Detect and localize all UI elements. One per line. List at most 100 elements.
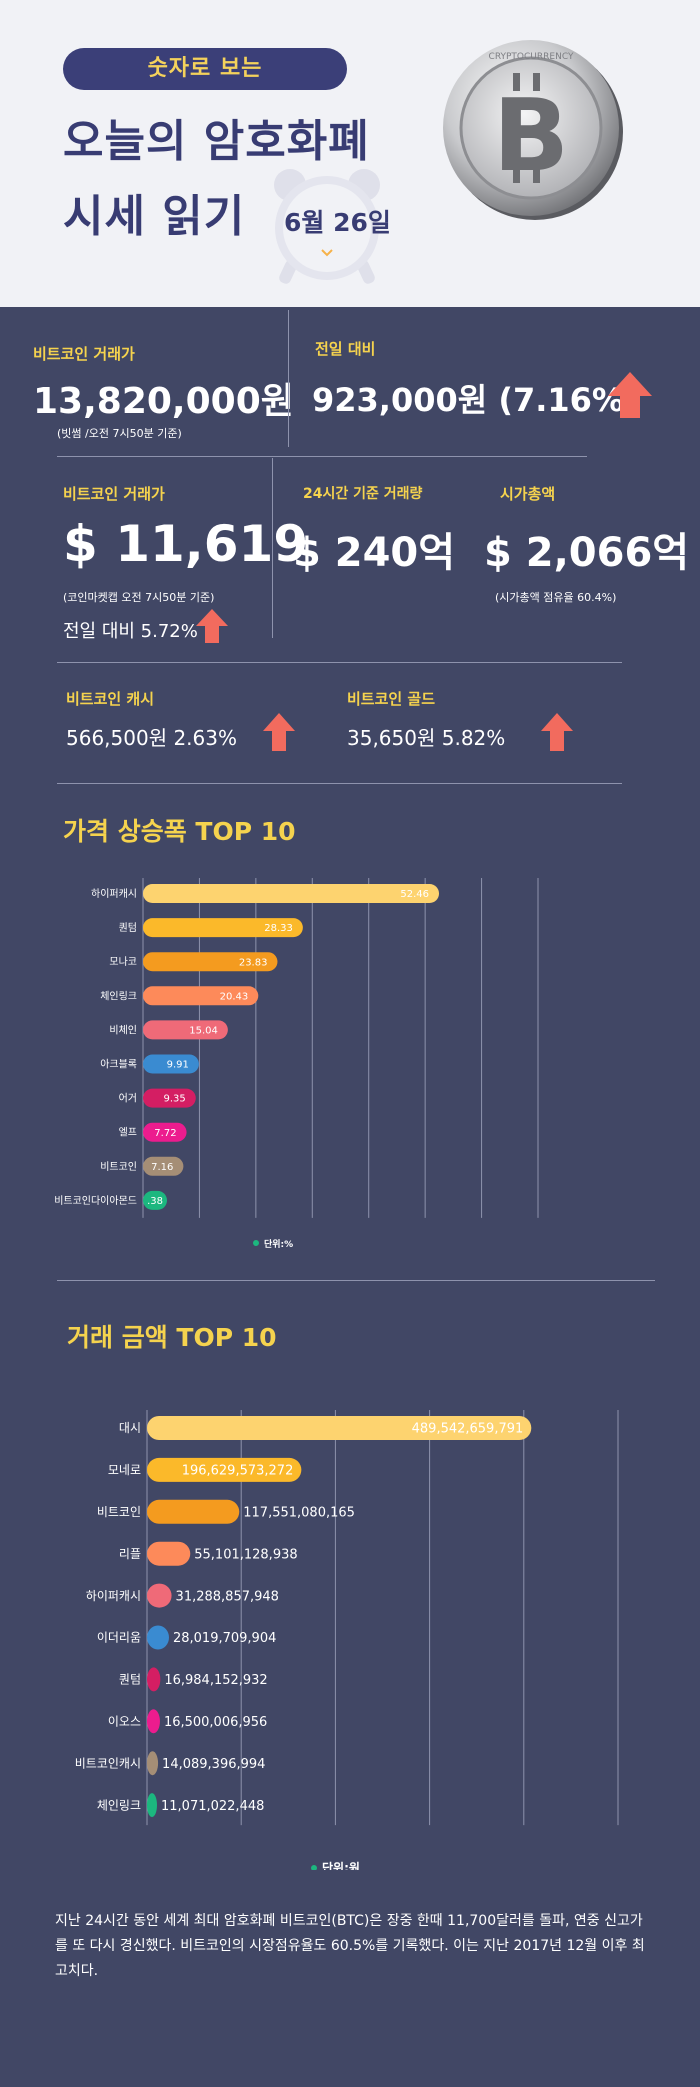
mcap-value: $ 2,066억 (484, 530, 690, 576)
prev-day-value: 923,000원 (7.16%) (312, 381, 639, 419)
legend-marker (253, 1240, 259, 1246)
btc-usd-note: (코인마켓캡 오전 7시50분 기준) (63, 591, 215, 604)
bch-value: 566,500원 2.63% (66, 726, 237, 750)
value-label: 31,288,857,948 (176, 1589, 279, 1604)
chart1-title: 가격 상승폭 TOP 10 (63, 817, 296, 846)
category-label: 이오스 (108, 1715, 141, 1729)
bar (147, 1667, 161, 1692)
category-label: 어거 (119, 1093, 137, 1105)
trade-volume-chart: 대시 489,542,659,791 모네로 196,629,573,272 비트코인 1… (75, 1410, 619, 1870)
category-label: 체인링크 (100, 990, 137, 1002)
category-label: 모나코 (109, 956, 137, 968)
divider (272, 458, 273, 638)
bar (147, 1541, 191, 1566)
value-label: 489,542,659,791 (412, 1422, 524, 1437)
value-label: 28,019,709,904 (173, 1631, 276, 1646)
category-label: 체인링크 (97, 1798, 141, 1812)
date-label: 6월 26일 (284, 208, 391, 237)
header-pill: 숫자로 보는 (63, 48, 347, 90)
category-label: 비트코인다이아몬드 (54, 1195, 137, 1207)
value-label: 23.83 (239, 957, 268, 968)
svg-text:B: B (493, 77, 569, 194)
bar (143, 884, 440, 903)
up-arrow-icon (608, 372, 652, 418)
chart2-title: 거래 금액 TOP 10 (67, 1323, 277, 1352)
value-label: 9.35 (163, 1094, 185, 1105)
bar (147, 1709, 160, 1734)
legend-marker (311, 1865, 317, 1870)
value-label: .38 (147, 1196, 163, 1207)
value-label: 14,089,396,994 (162, 1757, 265, 1772)
title-line-1: 오늘의 암호화폐 (63, 116, 370, 167)
category-label: 이더리움 (97, 1631, 141, 1645)
value-label: 20.43 (220, 991, 249, 1002)
bar (143, 1156, 184, 1176)
category-label: 퀀텀 (119, 922, 137, 934)
bar (143, 1122, 187, 1142)
category-label: 비트코인 (100, 1161, 137, 1173)
up-arrow-icon (196, 609, 228, 643)
bch-label: 비트코인 캐시 (66, 690, 155, 708)
svg-text:CRYPTOCURRENCY: CRYPTOCURRENCY (489, 52, 574, 62)
category-label: 하이퍼캐시 (91, 887, 137, 900)
bar (143, 918, 303, 938)
category-label: 비트코인 (97, 1505, 141, 1519)
btc-usd-change: 전일 대비 5.72% (63, 621, 198, 642)
bar (143, 1054, 199, 1074)
bar (143, 1020, 228, 1040)
bar (147, 1793, 157, 1818)
category-label: 하이퍼캐시 (86, 1589, 141, 1603)
divider (57, 1280, 655, 1281)
header-banner: 숫자로 보는 오늘의 암호화폐 시세 읽기 6월 26일 (0, 0, 700, 307)
btg-label: 비트코인 골드 (347, 690, 436, 708)
title-line-2: 시세 읽기 (63, 191, 246, 242)
divider (288, 310, 289, 447)
mcap-label: 시가총액 (500, 485, 556, 503)
bar (147, 1457, 302, 1482)
prev-day-label: 전일 대비 (315, 340, 376, 358)
legend-label: 단위:원 (322, 1860, 360, 1870)
value-label: 11,071,022,448 (161, 1799, 264, 1814)
btg-value: 35,650원 5.82% (347, 726, 506, 750)
divider (57, 662, 622, 663)
mcap-note: (시가총액 점유율 60.4%) (495, 591, 617, 604)
category-label: 모네로 (108, 1463, 141, 1477)
bar (147, 1625, 169, 1650)
up-arrow-icon (541, 713, 573, 751)
btc-krw-note: (빗썸 /오전 7시50분 기준) (57, 427, 182, 440)
value-label: 55,101,128,938 (194, 1547, 297, 1562)
bar (147, 1751, 159, 1776)
bar (143, 1190, 167, 1210)
category-label: 대시 (119, 1421, 141, 1435)
value-label: 16,500,006,956 (164, 1715, 267, 1730)
value-label: 7.16 (151, 1162, 173, 1173)
divider (57, 783, 622, 784)
volume-value: $ 240억 (293, 530, 456, 576)
price-increase-chart: 하이퍼캐시 52.46 퀀텀 28.33 모나코 23.83 체인링크 20.43 비체인 15.… (54, 878, 539, 1250)
btc-usd-value: $ 11,619 (63, 515, 309, 573)
footer-paragraph: 지난 24시간 동안 세계 최대 암호화폐 비트코인(BTC)은 장중 한때 1… (55, 1913, 645, 1979)
value-label: 117,551,080,165 (243, 1505, 355, 1520)
category-label: 아크블록 (100, 1059, 137, 1071)
btc-krw-value: 13,820,000원 (33, 381, 294, 422)
value-label: 9.91 (167, 1060, 189, 1071)
value-label: 196,629,573,272 (182, 1464, 294, 1479)
value-label: 7.72 (154, 1128, 176, 1139)
bar (147, 1499, 240, 1524)
category-label: 비체인 (109, 1024, 137, 1036)
bitcoin-coin-icon: B CRYPTOCURRENCY (443, 40, 623, 220)
bar (147, 1416, 532, 1440)
value-label: 52.46 (400, 889, 429, 900)
value-label: 28.33 (264, 923, 293, 934)
category-label: 퀀텀 (119, 1673, 141, 1687)
category-label: 엘프 (119, 1126, 137, 1139)
legend-label: 단위:% (264, 1238, 293, 1250)
category-label: 비트코인캐시 (75, 1756, 141, 1770)
btc-usd-label: 비트코인 거래가 (63, 485, 165, 503)
bar (143, 952, 278, 972)
bar (147, 1583, 172, 1608)
alarm-clock-icon (274, 169, 380, 284)
category-label: 리플 (119, 1547, 141, 1561)
volume-label: 24시간 기준 거래량 (303, 486, 423, 502)
